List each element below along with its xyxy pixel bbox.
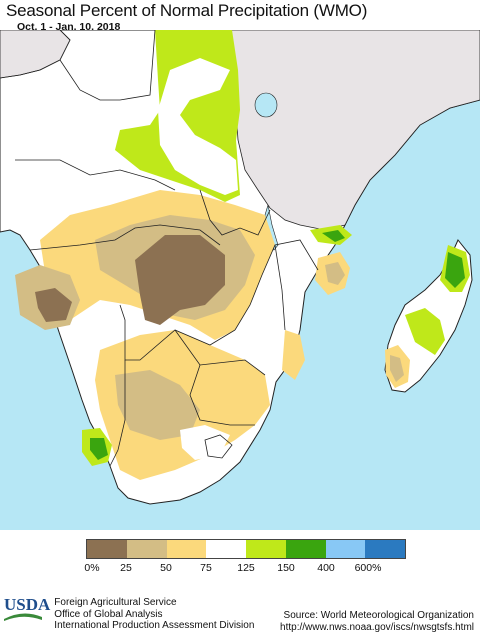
mada-wet-zone [445, 252, 465, 288]
legend-swatch-0-25 [87, 540, 127, 558]
legend-labels: 0% 25 50 75 125 150 400 600% [0, 562, 480, 576]
map-svg [0, 30, 480, 530]
legend-swatch-125-150 [246, 540, 286, 558]
very-dry-mozambique [325, 262, 345, 285]
footer-source: Source: World Meteorological Organizatio… [280, 610, 474, 633]
legend-bar [86, 539, 406, 559]
very-dry-zone-south [115, 370, 200, 440]
wet-zone-mozambique [322, 230, 345, 242]
dry-zone-mozambique [282, 330, 305, 380]
source-line-1: Source: World Meteorological Organizatio… [283, 610, 474, 621]
mada-dry-core [390, 355, 404, 382]
legend-label: 0% [84, 562, 100, 574]
org-line-3: International Production Assessment Divi… [54, 620, 255, 631]
legend-label: 125 [237, 562, 255, 574]
legend-swatch-150-400 [285, 540, 326, 558]
org-line-2: Office of Global Analysis [54, 608, 163, 620]
normal-zone-north [158, 58, 238, 195]
extreme-dry-core [135, 235, 225, 325]
usda-logo: USDA [4, 595, 54, 621]
legend-label: 150 [277, 562, 295, 574]
usda-swoosh-icon [4, 613, 42, 621]
legend-swatch-25-50 [126, 540, 167, 558]
precipitation-map [0, 30, 480, 530]
legend-label: 600% [354, 562, 382, 574]
legend-swatch-75-125 [206, 540, 246, 558]
legend-label: 400 [317, 562, 335, 574]
legend-swatch-400-600 [325, 540, 366, 558]
legend-label: 50 [160, 562, 172, 574]
legend-label: 75 [200, 562, 212, 574]
mada-green-zone-2 [405, 308, 445, 355]
legend-swatch-50-75 [166, 540, 207, 558]
extreme-dry-angola [35, 288, 72, 322]
normal-pocket-south [180, 425, 230, 460]
usda-logo-text: USDA [4, 595, 51, 614]
legend-label: 25 [120, 562, 132, 574]
footer-org: USDA Foreign Agricultural Service Office… [4, 595, 255, 632]
lake-victoria [254, 92, 278, 118]
source-line-2[interactable]: http://www.nws.noaa.gov/iscs/nwsgtsfs.ht… [280, 621, 474, 633]
org-line-1: Foreign Agricultural Service [54, 597, 177, 608]
wet-zone-namibia [90, 438, 108, 460]
legend-swatch-600 [365, 540, 405, 558]
map-title: Seasonal Percent of Normal Precipitation… [6, 1, 368, 20]
country-borders [0, 30, 319, 467]
